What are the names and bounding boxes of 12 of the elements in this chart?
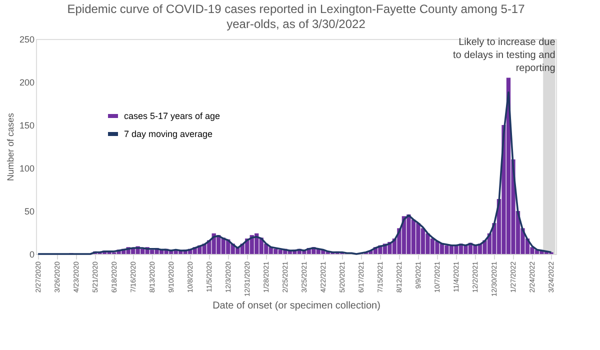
- chart-title: Epidemic curve of COVID-19 cases reported in Lexington-Fayette County among 5-17 year-olds, as of 3/30/2022: [67, 2, 526, 31]
- y-tick-label: 0: [29, 250, 34, 260]
- y-tick-label: 150: [19, 120, 34, 130]
- y-tick-label: 100: [19, 164, 34, 174]
- legend-label: cases 5-17 years of age: [124, 111, 220, 121]
- x-axis-title: Date of onset (or specimen collection): [212, 300, 380, 312]
- legend-label: 7 day moving average: [124, 129, 213, 139]
- y-tick-label: 200: [19, 78, 34, 88]
- y-axis-title: Number of cases: [5, 112, 16, 182]
- y-tick-label: 50: [24, 206, 34, 216]
- band-label: Likely to increase due to delays in testing and reporting: [453, 37, 556, 74]
- y-tick-label: 250: [19, 34, 34, 44]
